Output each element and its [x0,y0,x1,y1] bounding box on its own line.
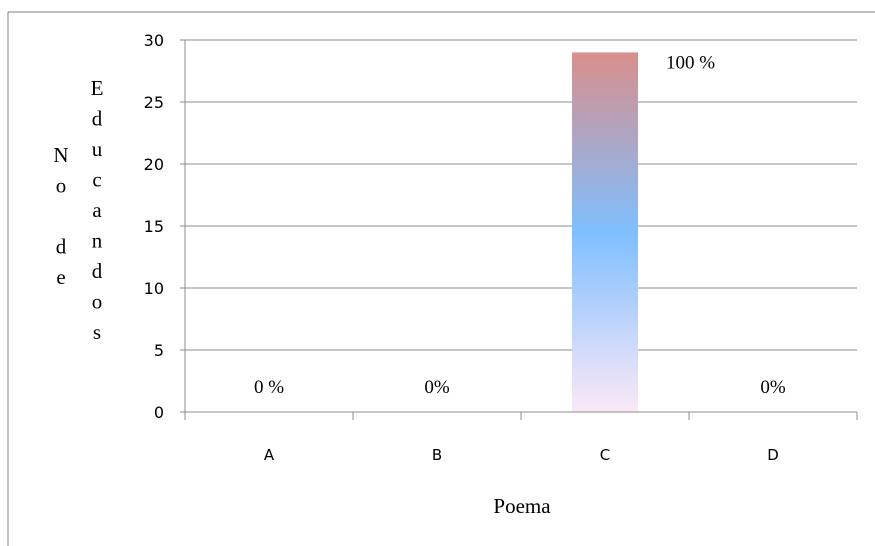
axes [180,39,858,420]
y-tick-label: 15 [144,217,164,236]
labels: 0 5 10 15 20 25 30 A 0 % B 0% C 100 % D 0% [144,31,786,464]
data-label: 0 % [254,377,284,398]
y-tick-label: 5 [154,341,164,360]
x-tick-label: D [767,446,779,464]
y-tick-label: 10 [144,279,164,298]
x-tick-label: B [432,446,442,464]
x-tick-label: A [264,446,275,464]
x-tick-label: C [600,446,610,464]
data-label: 0% [424,377,450,398]
data-label: 0% [760,377,786,398]
y-tick-label: 0 [154,403,164,422]
gridlines [185,39,857,351]
bar-C [572,52,638,413]
y-tick-label: 30 [144,31,164,50]
y-tick-label: 25 [144,93,164,112]
y-tick-label: 20 [144,155,164,174]
bars [572,52,638,413]
data-label: 100 % [666,52,715,73]
x-axis-title: Poema [493,494,551,518]
